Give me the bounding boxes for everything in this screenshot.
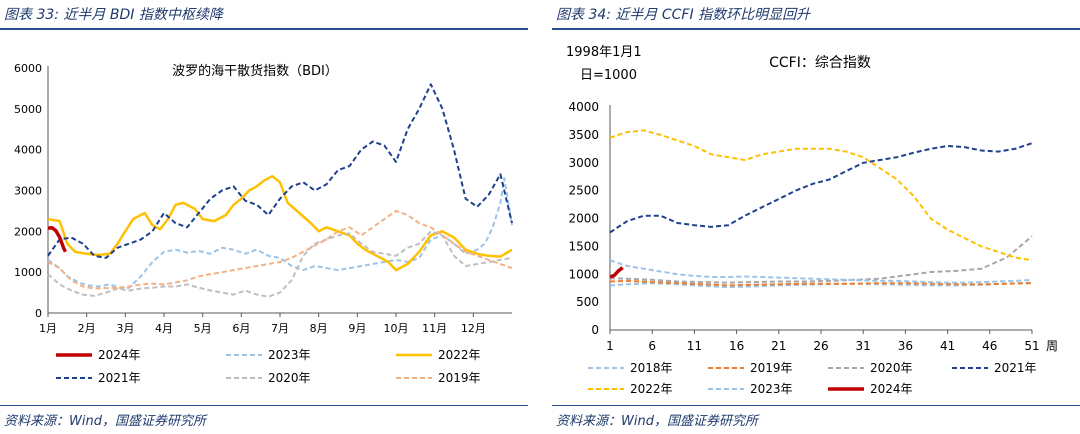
series-line-2023 [47,177,513,290]
ccfi-panel: 图表 34: 近半月 CCFI 指数环比明显回升 1998年1月1 日=1000 C… [552,0,1080,434]
y-tick-label: 500 [576,295,599,309]
y-tick-label: 2500 [568,184,599,198]
x-tick-label: 46 [982,339,997,353]
x-tick-label: 4月 [155,322,173,335]
series-line-2021 [609,142,1033,234]
bdi-chart: 波罗的海干散货指数（BDI） 0 1000 2000 3000 4000 5000 6000 1… [14,62,513,385]
x-tick-label: 3月 [116,322,134,335]
x-tick-label: 11月 [422,322,447,335]
legend-label: 2023年 [268,348,311,362]
x-tick-label: 7月 [271,322,289,335]
x-tick-label: 36 [898,339,913,353]
bdi-figure-title: 图表 33: 近半月 BDI 指数中枢续降 [4,7,223,23]
legend-label: 2019年 [438,371,481,385]
y-tick-label: 3500 [568,128,599,142]
ccfi-source-note: 资料来源：Wind，国盛证券研究所 [556,414,758,429]
series-line-2024 [609,266,624,279]
x-tick-label: 5月 [194,322,212,335]
x-tick-label: 9月 [348,322,366,335]
y-tick-label: 2000 [568,212,599,226]
y-tick-label: 0 [35,307,42,320]
x-tick-label: 1月 [39,322,57,335]
x-tick-label: 21 [771,339,786,353]
legend-label: 2022年 [630,382,673,396]
y-tick-label: 4000 [568,100,599,114]
legend-label: 2021年 [98,371,141,385]
x-tick-label: 6 [648,339,656,353]
chart-title: 波罗的海干散货指数（BDI） [172,63,338,79]
bdi-panel: 图表 33: 近半月 BDI 指数中枢续降 波罗的海干散货指数（BDI） 0 100… [0,0,528,434]
legend-label: 2024年 [98,348,141,362]
base-note: 日=1000 [580,68,637,83]
x-tick-label: 12月 [461,322,486,335]
y-tick-label: 0 [591,323,599,337]
ccfi-chart: 1998年1月1 日=1000 CCFI：综合指数 0 500 1000 1500 2000 2… [566,45,1058,396]
chart-title: CCFI：综合指数 [769,55,871,71]
x-tick-label: 41 [940,339,955,353]
series-line-2020 [609,235,1033,284]
y-tick-label: 4000 [14,144,42,157]
x-tick-label: 2月 [78,322,96,335]
top-divider [552,28,1080,30]
legend-label: 2019年 [750,361,793,375]
bdi-source-note: 资料来源：Wind，国盛证券研究所 [4,414,206,429]
y-tick-label: 3000 [14,185,42,198]
series-line-2021 [47,83,513,259]
legend-label: 2021年 [994,361,1037,375]
x-tick-label: 11 [687,339,702,353]
series-line-2023 [609,259,1033,284]
legend-label: 2023年 [750,382,793,396]
legend-label: 2020年 [870,361,913,375]
legend-label: 2022年 [438,348,481,362]
series-line-2019 [47,209,513,290]
y-tick-label: 2000 [14,225,42,238]
series-line-2022 [47,174,513,272]
y-tick-label: 5000 [14,103,42,116]
legend-label: 2018年 [630,361,673,375]
y-tick-label: 1500 [568,239,599,253]
x-tick-label: 1 [606,339,614,353]
y-tick-label: 1000 [568,267,599,281]
base-note: 1998年1月1 [566,45,642,60]
x-tick-label: 10月 [384,322,409,335]
y-tick-label: 6000 [14,62,42,75]
x-tick-label: 51 [1024,339,1039,353]
ccfi-figure-title: 图表 34: 近半月 CCFI 指数环比明显回升 [556,7,811,23]
x-tick-label: 6月 [232,322,250,335]
series-line-2022 [609,129,1033,262]
bottom-divider [552,405,1080,406]
x-tick-label: 8月 [310,322,328,335]
x-tick-label: 16 [729,339,744,353]
x-tick-label: 26 [813,339,828,353]
x-tick-label: 31 [856,339,871,353]
series-line-2024 [47,225,67,253]
y-tick-label: 1000 [14,266,42,279]
top-divider [0,28,528,30]
legend-label: 2024年 [870,382,913,396]
legend-label: 2020年 [268,371,311,385]
bottom-divider [0,405,528,406]
y-tick-label: 3000 [568,156,599,170]
x-unit-label: 周 [1046,339,1058,353]
series-line-2020 [47,230,513,298]
